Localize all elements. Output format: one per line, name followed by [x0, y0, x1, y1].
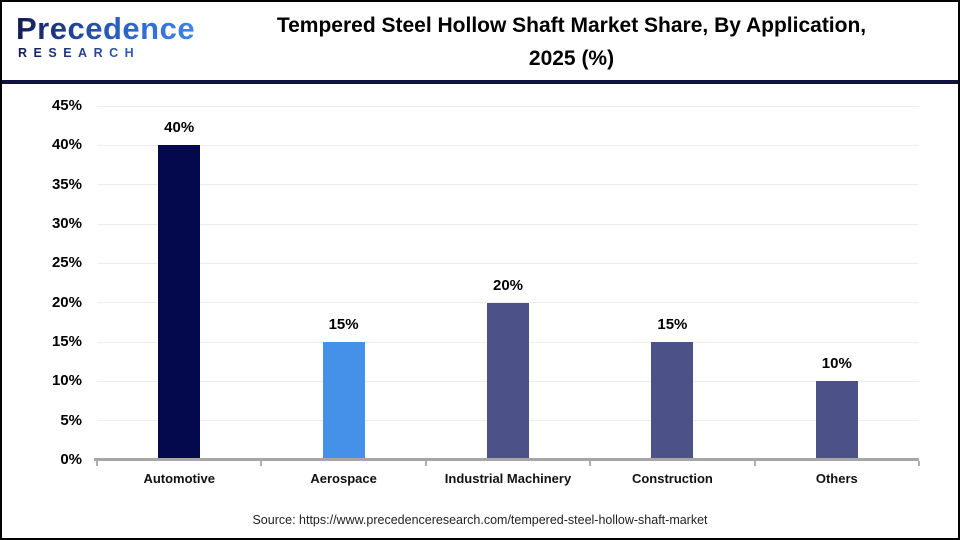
- x-category-others: Others: [815, 471, 858, 486]
- x-axis-tick-4: [753, 461, 756, 466]
- plot-area: 40% 15% 20% 15% 10%: [94, 105, 920, 466]
- bar-value-automotive: 40%: [164, 119, 195, 137]
- gridline-40: [97, 144, 919, 146]
- y-tick-label-20: 20%: [51, 293, 82, 311]
- logo-wordmark: Precedence: [16, 11, 196, 46]
- x-category-automotive: Automotive: [143, 471, 215, 486]
- x-axis-tick-3: [589, 461, 592, 466]
- y-tick-label-40: 40%: [51, 136, 82, 154]
- chart-title: Tempered Steel Hollow Shaft Market Share…: [197, 9, 946, 75]
- y-tick-label-45: 45%: [51, 97, 82, 114]
- y-tick-label-35: 35%: [51, 175, 82, 193]
- y-tick-label-25: 25%: [51, 254, 82, 272]
- header-divider: [2, 80, 958, 84]
- bar-aerospace: [322, 342, 365, 460]
- y-tick-label-15: 15%: [51, 333, 82, 350]
- gridline-35: [97, 184, 919, 186]
- y-tick-label-0: 0%: [60, 451, 82, 468]
- header: Precedence RESEARCH Tempered Steel Hollo…: [2, 2, 958, 80]
- y-tick-label-30: 30%: [51, 215, 82, 232]
- bar-value-others: 10%: [821, 355, 852, 373]
- precedence-logo: Precedence RESEARCH: [16, 13, 195, 60]
- bar-automotive: [158, 145, 201, 460]
- x-axis-tick-2: [424, 461, 427, 466]
- x-category-industrial-machinery: Industrial Machinery: [444, 471, 572, 486]
- bar-value-construction: 15%: [657, 316, 688, 333]
- chart-title-line1: Tempered Steel Hollow Shaft Market Share…: [276, 14, 867, 37]
- x-axis-tick-0: [96, 461, 98, 466]
- x-axis-tick-1: [260, 461, 263, 466]
- x-axis-tick-5: [918, 461, 920, 466]
- gridline-45: [97, 105, 919, 107]
- bar-value-aerospace: 15%: [328, 316, 359, 333]
- chart-title-line2: 2025 (%): [528, 47, 615, 70]
- bar-construction: [651, 342, 694, 460]
- logo-subtext: RESEARCH: [16, 47, 195, 60]
- bar-industrial-machinery: [487, 302, 529, 460]
- source-note: Source: https://www.precedenceresearch.c…: [252, 513, 708, 527]
- gridline-25: [97, 262, 919, 264]
- x-axis-line: [94, 458, 919, 461]
- x-category-construction: Construction: [631, 471, 713, 486]
- bar-others: [815, 381, 858, 460]
- y-tick-label-10: 10%: [51, 372, 82, 390]
- bar-value-industrial-machinery: 20%: [492, 276, 524, 294]
- gridline-20: [97, 302, 919, 304]
- gridline-30: [97, 223, 919, 225]
- y-tick-label-5: 5%: [60, 411, 82, 429]
- x-category-aerospace: Aerospace: [310, 471, 377, 486]
